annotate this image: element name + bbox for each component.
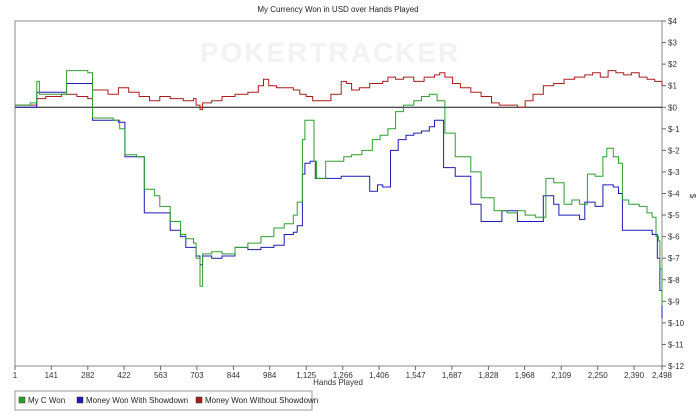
x-tick-label: 2,390 <box>624 371 645 380</box>
watermark-logo: POKERTRACKER <box>200 37 460 68</box>
y-tick-label: $4 <box>668 17 677 26</box>
series-line-money-won-with-showdown <box>15 83 663 319</box>
series-layer <box>15 70 663 319</box>
y-tick-label: $-7 <box>668 254 680 263</box>
x-tick-label: 1,125 <box>296 371 317 380</box>
x-tick-label: 2,250 <box>588 371 609 380</box>
series-line-my-c-won <box>15 70 663 306</box>
x-tick-label: 141 <box>45 371 59 380</box>
axes-layer: $4 $3 $2 $1 $0 $-1 $-2 $-3 $-4 $-5 $-6 $-7 $-8 $-9 $-1… <box>13 17 685 380</box>
legend-label-money-won-with-showdown: Money Won With Showdown <box>86 396 188 405</box>
legend-label-money-won-without-showdown: Money Won Without Showdown <box>205 396 318 405</box>
legend-box <box>14 390 313 411</box>
y-tick-label: $-4 <box>668 190 680 199</box>
x-tick-label: 1,687 <box>442 371 463 380</box>
x-tick-label: 563 <box>154 371 168 380</box>
y-tick-label: $-6 <box>668 233 680 242</box>
x-tick-label: 2,109 <box>551 371 572 380</box>
y-axis-title: $ <box>688 194 697 199</box>
x-tick-label: 1,968 <box>515 371 536 380</box>
legend-swatch-my-c-won <box>18 396 26 404</box>
x-tick-label: 1,406 <box>369 371 390 380</box>
legend-item-money-won-with-showdown[interactable]: Money Won With Showdown <box>76 396 188 405</box>
y-tick-label: $-1 <box>668 125 680 134</box>
y-tick-label: $-8 <box>668 276 680 285</box>
y-tick-label: $2 <box>668 60 677 69</box>
legend-swatch-money-won-without-showdown <box>195 396 203 404</box>
x-tick-label: 282 <box>81 371 95 380</box>
y-tick-label: $1 <box>668 82 677 91</box>
x-axis-title: Hands Played <box>313 378 363 387</box>
legend-item-my-c-won[interactable]: My C Won <box>18 396 65 405</box>
x-tick-label: 1 <box>13 371 18 380</box>
x-tick-label: 422 <box>117 371 131 380</box>
y-tick-label: $-12 <box>668 362 685 371</box>
y-tick-label: $0 <box>668 103 677 112</box>
legend-label-my-c-won: My C Won <box>28 396 65 405</box>
y-tick-label: $-11 <box>668 340 684 349</box>
x-tick-label: 984 <box>263 371 277 380</box>
x-tick-label: 844 <box>227 371 241 380</box>
y-tick-label: $-2 <box>668 146 680 155</box>
legend: My C Won Money Won With Showdown Money W… <box>14 390 318 411</box>
y-tick-label: $-3 <box>668 168 680 177</box>
x-tick-label: 2,498 <box>652 371 673 380</box>
x-tick-label: 1,828 <box>478 371 499 380</box>
y-tick-label: $-10 <box>668 319 685 328</box>
y-tick-label: $3 <box>668 39 677 48</box>
legend-swatch-money-won-with-showdown <box>76 396 84 404</box>
x-tick-label: 1,547 <box>406 371 427 380</box>
chart-title: My Currency Won in USD over Hands Played <box>257 5 418 14</box>
y-tick-label: $-5 <box>668 211 680 220</box>
series-line-money-won-without-showdown <box>15 70 663 110</box>
x-tick-label: 1,266 <box>333 371 354 380</box>
y-tick-label: $-9 <box>668 297 680 306</box>
x-tick-label: 703 <box>190 371 204 380</box>
legend-item-money-won-without-showdown[interactable]: Money Won Without Showdown <box>195 396 318 405</box>
